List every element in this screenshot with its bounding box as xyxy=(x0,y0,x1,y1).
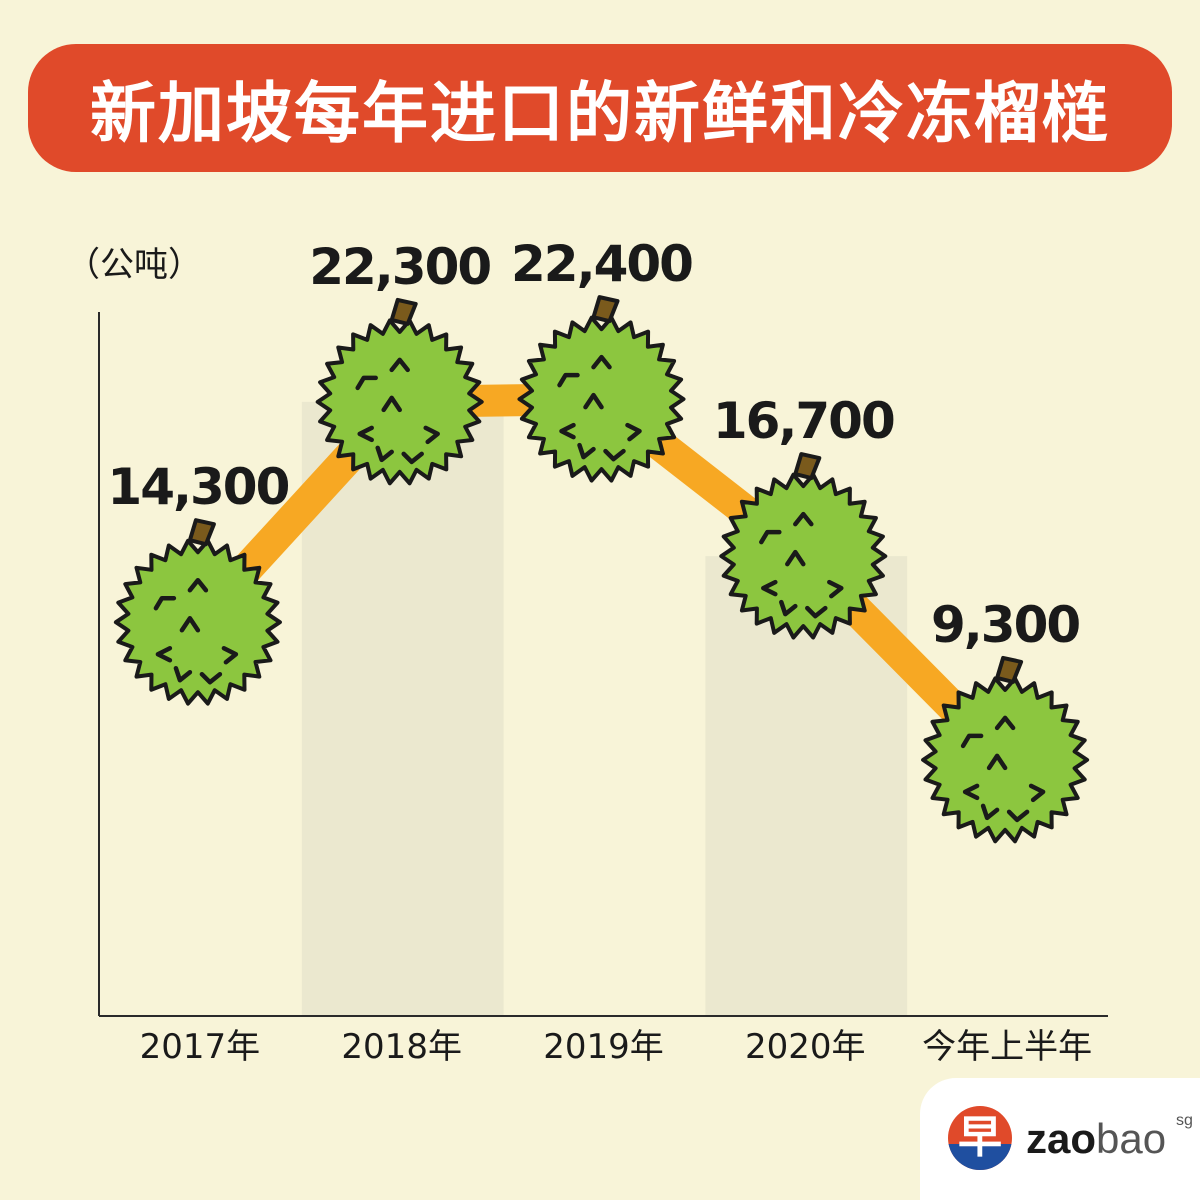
data-label: 14,300 xyxy=(107,458,288,516)
x-tick-label: 2018年 xyxy=(341,1027,462,1067)
title-banner: 新加坡每年进口的新鲜和冷冻榴梿 xyxy=(28,44,1172,172)
data-label: 22,300 xyxy=(309,238,490,296)
data-label: 9,300 xyxy=(931,596,1079,654)
x-tick-label: 2017年 xyxy=(140,1027,261,1067)
data-label: 22,400 xyxy=(511,235,692,293)
data-label: 16,700 xyxy=(713,392,894,450)
durian-icon xyxy=(721,454,885,637)
zaobao-logo: 早 zaobao sg xyxy=(920,1078,1200,1200)
chart-title: 新加坡每年进口的新鲜和冷冻榴梿 xyxy=(90,75,1110,152)
x-tick-label: 2020年 xyxy=(745,1027,866,1067)
logo-mark-icon: 早 xyxy=(948,1106,1012,1170)
logo-wordmark: zaobao xyxy=(1026,1115,1167,1162)
y-axis-unit: （公吨） xyxy=(66,245,202,285)
durian-icon xyxy=(520,297,684,480)
x-tick-label: 2019年 xyxy=(543,1027,664,1067)
column-band xyxy=(301,401,504,1016)
durian-icon xyxy=(318,300,482,483)
x-tick-label: 今年上半年 xyxy=(922,1027,1092,1067)
logo-sg: sg xyxy=(1176,1112,1193,1129)
